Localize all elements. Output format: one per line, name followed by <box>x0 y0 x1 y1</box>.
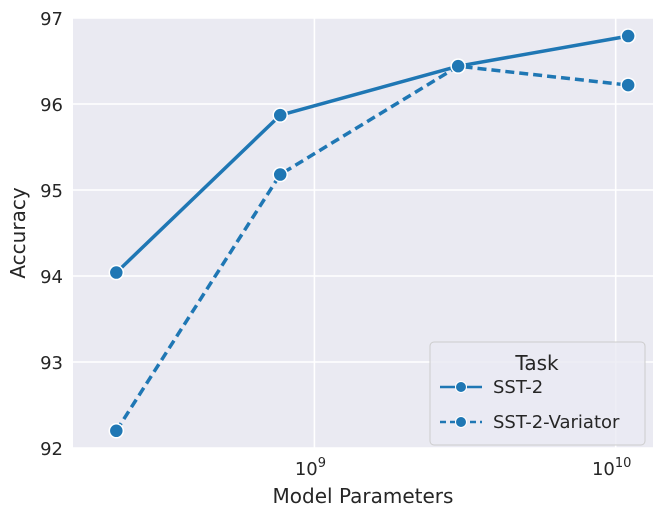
legend-title: Task <box>514 351 559 375</box>
y-tick-label: 92 <box>40 439 63 460</box>
data-point-series-0 <box>620 28 636 44</box>
x-axis-label: Model Parameters <box>273 484 454 508</box>
y-axis-label: Accuracy <box>6 187 30 278</box>
data-point-series-1 <box>108 423 125 439</box>
legend-box <box>429 341 646 446</box>
legend-label-0: SST-2 <box>493 377 543 398</box>
legend-marker-1 <box>455 416 467 428</box>
x-tick-labels: 109 1010 <box>295 456 632 480</box>
grid-lines <box>73 17 653 449</box>
data-point-series-1 <box>272 166 288 183</box>
y-tick-label: 97 <box>40 9 63 30</box>
y-tick-label: 95 <box>40 181 63 202</box>
y-tick-label: 96 <box>40 95 63 116</box>
y-tick-label: 93 <box>40 353 63 374</box>
series-line-0 <box>115 34 629 274</box>
series-line-1 <box>114 64 629 432</box>
data-point-series-1 <box>450 58 466 74</box>
x-tick-label: 109 <box>295 456 326 480</box>
y-tick-labels: 92 93 94 95 96 97 <box>40 9 63 460</box>
x-tick-label: 1010 <box>592 456 631 480</box>
x-tick-base: 10 <box>295 459 318 480</box>
legend-label-1: SST-2-Variator <box>493 412 620 433</box>
y-tick-label: 94 <box>40 267 63 288</box>
legend-marker-0 <box>455 381 467 393</box>
legend: Task SST-2 SST-2-Variator <box>429 341 646 446</box>
data-point-series-0 <box>272 107 288 123</box>
series-lines <box>108 28 636 439</box>
data-point-series-1 <box>620 77 636 93</box>
x-tick-exponent: 10 <box>615 456 632 471</box>
x-tick-exponent: 9 <box>318 456 326 471</box>
data-point-series-0 <box>108 264 125 281</box>
x-tick-base: 10 <box>592 459 615 480</box>
